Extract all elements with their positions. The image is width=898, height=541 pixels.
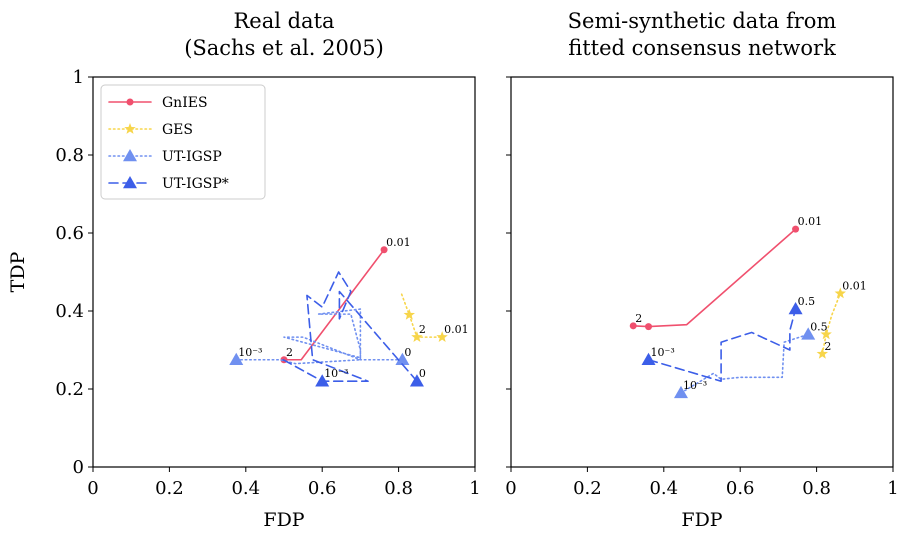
legend-label: GES xyxy=(162,122,193,138)
chart-title-line: Semi-synthetic data from xyxy=(568,9,837,33)
point-annotation: 10⁻³ xyxy=(238,346,262,359)
y-tick-label: 0.6 xyxy=(55,223,84,244)
series-ges xyxy=(400,293,448,342)
legend: GnIES GES UT-IGSP UT-IGSP* xyxy=(100,84,266,200)
series-marker xyxy=(801,327,816,340)
series-marker xyxy=(788,302,803,315)
y-tick-label: 0.8 xyxy=(55,145,84,166)
point-annotation: 10⁻³ xyxy=(651,346,675,359)
series-ut-igsp- xyxy=(641,302,803,383)
point-annotation: 0.01 xyxy=(842,279,867,292)
y-tick-label: 1 xyxy=(73,67,84,88)
x-tick-label: 0.8 xyxy=(802,478,831,499)
series-line xyxy=(680,333,810,394)
series-marker xyxy=(380,246,388,254)
series-marker xyxy=(641,352,656,365)
point-annotation: 0 xyxy=(404,346,411,359)
series-marker xyxy=(436,331,448,342)
legend-label: UT-IGSP xyxy=(162,149,222,165)
series-marker xyxy=(820,328,832,340)
chart-title-line: fitted consensus network xyxy=(568,36,836,60)
plot-frame xyxy=(510,76,894,468)
chart-title-line: Real data xyxy=(233,9,334,33)
x-tick-label: 0.6 xyxy=(308,478,337,499)
series-ut-igsp xyxy=(229,308,410,365)
point-annotation: 0.01 xyxy=(444,323,469,336)
y-tick-label: 0.4 xyxy=(55,301,84,322)
series-line xyxy=(235,308,404,365)
series-marker xyxy=(673,385,688,399)
series-ges xyxy=(816,287,846,359)
series-marker xyxy=(395,352,410,365)
y-tick-label: 0 xyxy=(73,457,84,478)
point-annotation: 0.5 xyxy=(798,295,816,308)
series-marker xyxy=(315,374,330,387)
point-annotation: 0.01 xyxy=(386,236,411,249)
point-annotation: 2 xyxy=(824,340,831,353)
point-annotation: 0.01 xyxy=(798,215,823,228)
series-line xyxy=(282,271,418,383)
legend-marker xyxy=(124,123,136,134)
series-marker xyxy=(792,225,800,233)
series-line xyxy=(400,293,443,338)
series-marker xyxy=(411,331,423,342)
x-axis-label: FDP xyxy=(681,509,722,531)
x-tick-label: 0.2 xyxy=(155,478,184,499)
point-annotation: 10⁻³ xyxy=(683,379,707,392)
chart-title-line: (Sachs et al. 2005) xyxy=(184,36,384,60)
legend-marker xyxy=(123,149,137,162)
legend-label: UT-IGSP* xyxy=(162,176,229,192)
x-tick-label: 1 xyxy=(887,478,898,499)
series-line xyxy=(647,308,797,383)
series-marker xyxy=(834,287,846,299)
legend-marker xyxy=(123,176,137,189)
series-marker xyxy=(816,347,829,359)
point-annotation: 2 xyxy=(419,323,426,336)
legend-box xyxy=(100,84,266,200)
chart-panel-1: Real data (Sachs et al. 2005) 0 0.2 0.4 0.6 0.… xyxy=(7,9,481,531)
point-annotation: 2 xyxy=(635,312,642,325)
series-line xyxy=(821,292,842,355)
x-tick-label: 0.2 xyxy=(573,478,602,499)
x-tick-label: 0.4 xyxy=(649,478,678,499)
plot-frame xyxy=(92,76,476,468)
point-annotation: 2 xyxy=(286,346,293,359)
y-axis-label: TDP xyxy=(7,251,29,292)
point-annotation: 0 xyxy=(419,367,426,380)
point-annotation: 10⁻³ xyxy=(324,367,348,380)
series-marker xyxy=(403,308,415,320)
x-axis-label: FDP xyxy=(263,509,304,531)
series-marker xyxy=(629,322,637,330)
series-line xyxy=(283,248,385,361)
series-marker xyxy=(409,374,424,387)
series-gnies xyxy=(280,246,388,364)
series-ut-igsp xyxy=(673,327,816,399)
x-tick-label: 0.6 xyxy=(726,478,755,499)
chart-panel-2: Semi-synthetic data from fitted consensus… xyxy=(505,9,898,531)
series-marker xyxy=(645,323,653,331)
legend-label: GnIES xyxy=(162,95,208,111)
point-annotation: 0.5 xyxy=(810,320,828,333)
x-tick-label: 0.4 xyxy=(231,478,260,499)
x-tick-label: 0.8 xyxy=(384,478,413,499)
series-line xyxy=(632,228,797,328)
series-ut-igsp- xyxy=(282,271,424,387)
x-tick-label: 0 xyxy=(505,478,516,499)
series-marker xyxy=(229,352,244,365)
legend-marker xyxy=(126,98,134,106)
y-tick-label: 0.2 xyxy=(55,379,84,400)
x-tick-label: 1 xyxy=(469,478,480,499)
x-tick-label: 0 xyxy=(87,478,98,499)
series-gnies xyxy=(629,225,800,331)
